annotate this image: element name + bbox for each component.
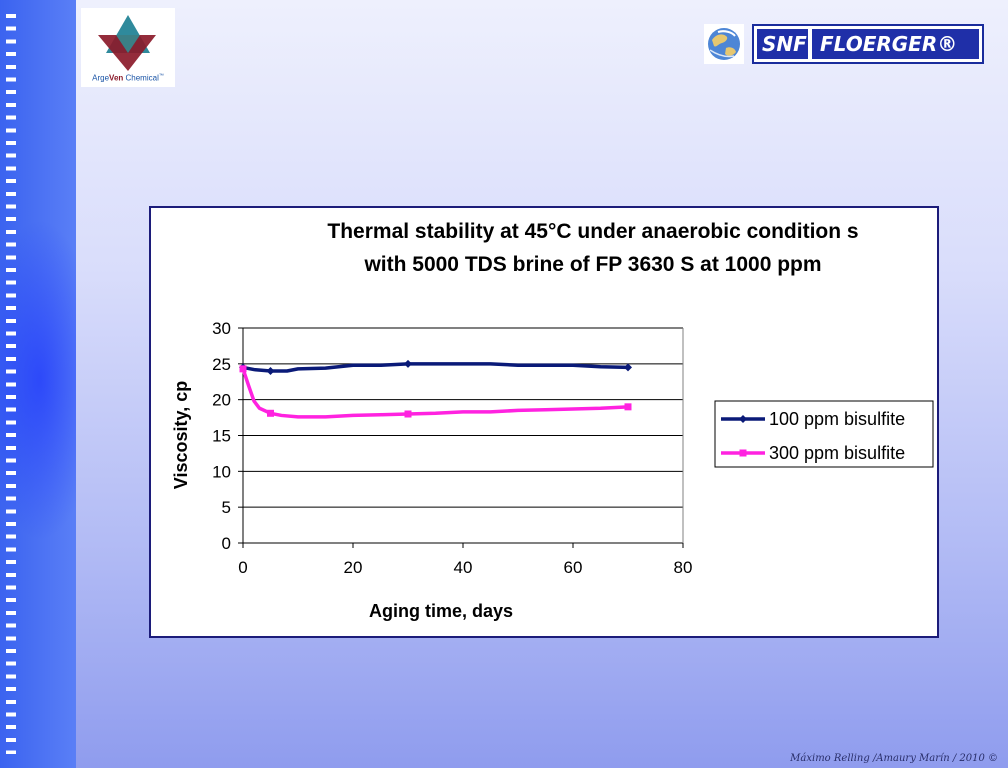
- y-tick-label-0: 0: [222, 534, 231, 553]
- dash-column: [6, 14, 16, 754]
- series-line-1: [242, 362, 629, 373]
- series-1-marker-3: [624, 363, 632, 372]
- brand-trademark: ™: [158, 73, 164, 79]
- series-1-marker-2: [404, 359, 412, 368]
- x-tick-label-4: 80: [674, 558, 693, 577]
- left-decorative-band: [0, 0, 76, 768]
- chart-panel: Thermal stability at 45°C under anaerobi…: [149, 206, 939, 638]
- series-2-marker-1: [267, 409, 274, 417]
- plot-area: 0 5 10 15 20 25 30 0 20 40 60 80: [212, 319, 692, 577]
- legend-label-1: 100 ppm bisulfite: [769, 409, 905, 429]
- series-1-marker-1: [266, 367, 275, 375]
- x-tick-label-1: 20: [344, 558, 363, 577]
- snf-floerger-logo: SNF FLOERGER®: [752, 24, 984, 64]
- legend-marker-1: [739, 415, 747, 423]
- argeven-logo: ArgeVen Chemical™: [81, 8, 175, 87]
- logo-separator: [808, 29, 812, 59]
- legend-marker-2: [739, 449, 747, 457]
- chart-title-line1: Thermal stability at 45°C under anaerobi…: [327, 220, 858, 243]
- brand-mid: Ven: [109, 73, 124, 83]
- legend-label-2: 300 ppm bisulfite: [769, 443, 905, 463]
- chart-title-line2: with 5000 TDS brine of FP 3630 S at 1000…: [363, 253, 821, 276]
- snf-text: SNF: [762, 32, 807, 56]
- argeven-star-icon: [98, 15, 156, 71]
- x-axis-label: Aging time, days: [369, 601, 513, 621]
- y-tick-label-6: 30: [212, 319, 231, 338]
- x-tick-label-3: 60: [564, 558, 583, 577]
- viscosity-chart: Thermal stability at 45°C under anaerobi…: [171, 220, 934, 621]
- series-2-marker-2: [404, 410, 412, 418]
- y-tick-label-1: 5: [222, 498, 231, 517]
- y-tick-label-5: 25: [212, 355, 231, 374]
- y-axis-label: Viscosity, cp: [171, 381, 191, 489]
- argeven-brand-text: ArgeVen Chemical™: [81, 73, 175, 83]
- series-2-marker-3: [624, 403, 632, 411]
- y-tick-label-2: 10: [212, 462, 231, 481]
- footer-credit: Máximo Relling /Amaury Marín / 2010 ©: [790, 753, 998, 764]
- globe-logo-icon: [704, 24, 744, 64]
- legend: 100 ppm bisulfite 300 ppm bisulfite: [714, 400, 934, 468]
- series-2-marker-0: [239, 365, 247, 373]
- y-tick-label-4: 20: [212, 391, 231, 410]
- floerger-text: FLOERGER®: [820, 32, 958, 56]
- brand-suffix: Chemical: [123, 73, 159, 83]
- series-line-2: [241, 368, 629, 419]
- legend-frame: [714, 400, 934, 468]
- x-tick-label-0: 0: [238, 558, 247, 577]
- x-tick-label-2: 40: [454, 558, 473, 577]
- brand-prefix: Arge: [92, 73, 110, 83]
- y-tick-label-3: 15: [212, 427, 231, 446]
